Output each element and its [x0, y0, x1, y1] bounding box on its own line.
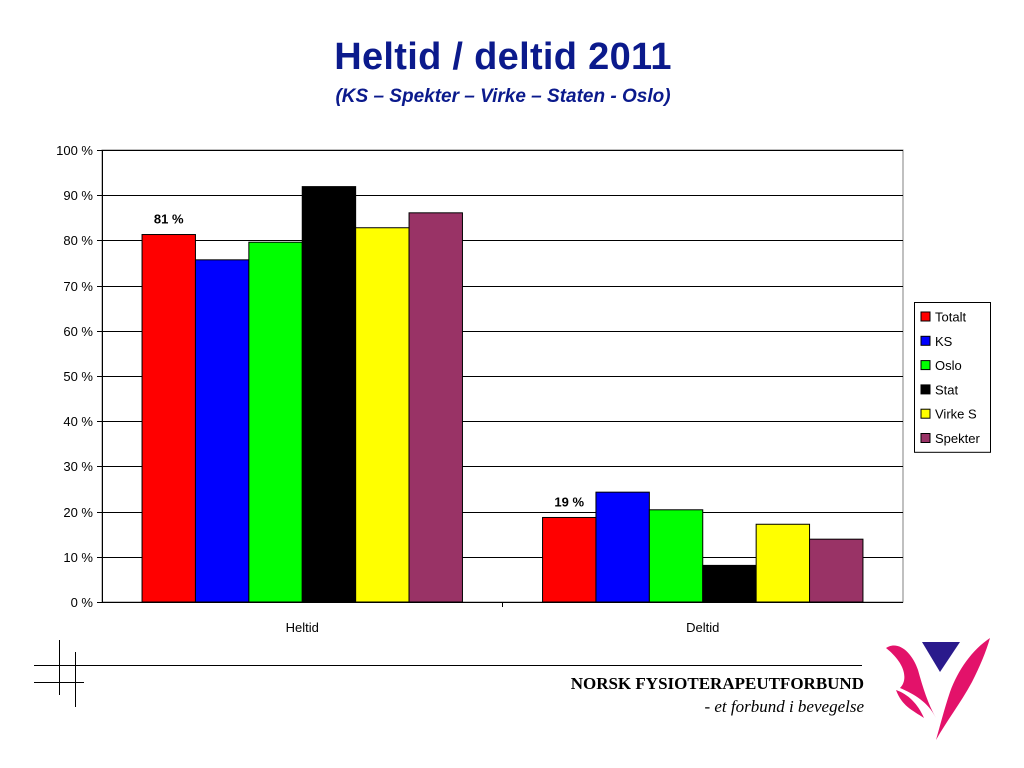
legend-swatch — [920, 408, 931, 419]
data-label: 81 % — [154, 212, 184, 227]
slide-subtitle: (KS – Spekter – Virke – Staten - Oslo) — [335, 86, 671, 107]
bar-virke-s-heltid — [355, 227, 410, 603]
legend-swatch — [920, 360, 931, 371]
organization-tagline: - et forbund i bevegelse — [704, 697, 864, 716]
bar-oslo-deltid — [648, 509, 704, 603]
slide-title: Heltid / deltid 2011 — [334, 36, 672, 78]
bar-virke-s-deltid — [755, 523, 811, 603]
legend-swatch — [920, 384, 931, 395]
bar-totalt-deltid — [542, 516, 597, 603]
bar-ks-heltid — [194, 259, 250, 603]
bar-ks-deltid — [595, 491, 650, 603]
corner-mark-horizontal — [34, 682, 84, 683]
legend-label: Spekter — [935, 431, 980, 446]
legend-label: KS — [935, 334, 953, 349]
y-tick-label: 40 % — [63, 414, 93, 429]
bar-totalt-heltid — [141, 234, 196, 603]
y-tick-label: 10 % — [63, 550, 93, 565]
legend-swatch — [920, 433, 931, 443]
bar-spekter-heltid — [408, 212, 463, 603]
legend-swatch — [920, 311, 931, 322]
bar-chart: 0 % 10 % 20 % 30 % 40 % 50 % 60 % 70 % 80 % 90 % 1… — [56, 143, 991, 635]
y-tick-label: 50 % — [63, 369, 93, 384]
organization-logo — [886, 638, 990, 740]
x-tick-label: Heltid — [286, 620, 319, 635]
footer-rule — [34, 665, 862, 666]
legend-label: Totalt — [935, 310, 966, 325]
y-tick-label: 30 % — [63, 459, 93, 474]
y-tick-label: 60 % — [63, 324, 93, 339]
legend-swatch — [920, 335, 931, 346]
organization-name: NORSK FYSIOTERAPEUTFORBUND — [570, 674, 864, 693]
y-tick-label: 20 % — [63, 505, 93, 520]
legend-label: Virke S — [935, 407, 977, 422]
bar-stat-heltid — [301, 186, 357, 603]
data-label: 19 % — [554, 494, 584, 509]
y-tick-label: 80 % — [63, 233, 93, 248]
y-tick-label: 70 % — [63, 279, 93, 294]
bar-oslo-heltid — [248, 241, 303, 603]
bar-stat-deltid — [702, 564, 757, 603]
legend-label: Oslo — [935, 358, 962, 373]
corner-mark-vertical-1 — [59, 640, 60, 695]
corner-mark-vertical-2 — [75, 652, 76, 707]
y-tick-label: 100 % — [56, 143, 93, 158]
y-tick-label: 90 % — [63, 188, 93, 203]
legend — [914, 302, 991, 453]
bar-spekter-deltid — [809, 538, 864, 603]
legend-label: Stat — [935, 382, 959, 397]
y-tick-label: 0 % — [71, 595, 94, 610]
x-tick-label: Deltid — [686, 620, 719, 635]
